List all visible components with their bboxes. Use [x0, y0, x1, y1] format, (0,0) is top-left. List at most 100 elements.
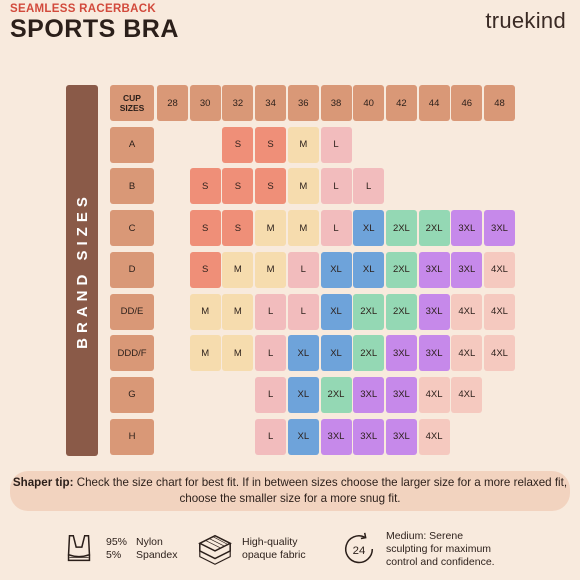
size-cell: XL	[320, 293, 352, 330]
cup-sizes-header: CUP SIZES	[110, 85, 154, 121]
size-cell: XL	[320, 335, 352, 372]
band-size-header: 38	[320, 85, 352, 121]
material-feature: 95% Nylon 5% Spandex	[60, 523, 177, 575]
band-size-header: 30	[189, 85, 221, 121]
nylon-percent: 95%	[106, 536, 128, 548]
support-line-1: Medium: Serene	[386, 529, 464, 542]
header: SEAMLESS RACERBACK SPORTS BRA	[10, 2, 179, 42]
size-cell: M	[222, 293, 254, 330]
size-cell: S	[255, 168, 287, 205]
size-cell: L	[255, 335, 287, 372]
product-title: SPORTS BRA	[10, 15, 179, 43]
band-size-header: 28	[157, 85, 188, 121]
size-cell: XL	[287, 376, 319, 413]
spandex-percent: 5%	[106, 549, 122, 561]
size-cell: S	[222, 126, 254, 163]
size-cell: L	[320, 168, 352, 205]
band-size-header: 36	[287, 85, 319, 121]
size-cell: L	[287, 251, 319, 288]
cup-size-label: G	[110, 376, 154, 413]
size-cell: 3XL	[451, 210, 483, 247]
cup-size-label: DD/E	[110, 293, 154, 330]
band-size-header: 42	[385, 85, 417, 121]
shaper-tip: Shaper tip: Check the size chart for bes…	[10, 471, 570, 511]
size-cell: 2XL	[385, 293, 417, 330]
size-cell: 2XL	[353, 293, 385, 330]
support-feature: 24 Medium: Serene sculpting for maximum …	[340, 523, 495, 575]
size-cell: L	[255, 376, 287, 413]
size-cell: M	[189, 293, 221, 330]
size-cell: M	[255, 251, 287, 288]
band-size-header: 32	[222, 85, 254, 121]
size-cell: 3XL	[418, 251, 450, 288]
band-size-header: 40	[353, 85, 385, 121]
cup-size-label: H	[110, 418, 154, 455]
size-cell: M	[189, 335, 221, 372]
size-cell: XL	[353, 210, 385, 247]
size-cell: 2XL	[353, 335, 385, 372]
size-cell: S	[189, 210, 221, 247]
brand-sizes-label-bar: BRAND SIZES	[66, 85, 98, 456]
size-cell: 2XL	[418, 210, 450, 247]
cup-size-label: A	[110, 126, 154, 163]
size-cell: S	[222, 168, 254, 205]
fabric-line-2: opaque fabric	[242, 549, 306, 561]
size-cell: XL	[320, 251, 352, 288]
size-cell: L	[320, 126, 352, 163]
size-cell: L	[255, 293, 287, 330]
cup-size-label: DDD/F	[110, 335, 154, 372]
band-size-header: 48	[484, 85, 515, 121]
material-spandex: 5% Spandex	[106, 549, 177, 562]
band-size-header: 34	[255, 85, 287, 121]
fabric-line-1: High-quality	[242, 536, 298, 548]
size-cell: L	[255, 418, 287, 455]
size-cell: 3XL	[320, 418, 352, 455]
size-cell: 4XL	[451, 376, 483, 413]
band-size-header: 46	[451, 85, 483, 121]
band-size-header: 44	[418, 85, 450, 121]
size-cell: 4XL	[451, 335, 483, 372]
size-cell: S	[255, 126, 287, 163]
tip-text: Check the size chart for best fit. If in…	[73, 476, 568, 505]
product-subtitle: SEAMLESS RACERBACK	[10, 3, 156, 15]
size-cell: 3XL	[418, 335, 450, 372]
cup-size-label: B	[110, 168, 154, 205]
size-cell: 4XL	[418, 376, 450, 413]
size-cell: M	[287, 168, 319, 205]
size-cell: XL	[287, 335, 319, 372]
size-cell: 4XL	[484, 251, 515, 288]
size-cell: M	[222, 251, 254, 288]
size-cell: M	[287, 126, 319, 163]
size-cell: 3XL	[484, 210, 515, 247]
size-cell: 3XL	[353, 376, 385, 413]
size-cell: 4XL	[418, 418, 450, 455]
24-hour-icon: 24	[344, 532, 374, 564]
size-cell: 3XL	[418, 293, 450, 330]
size-cell: L	[320, 210, 352, 247]
cup-size-label: D	[110, 251, 154, 288]
size-cell: 3XL	[385, 418, 417, 455]
spandex-name: Spandex	[136, 549, 178, 561]
support-line-3: control and confidence.	[386, 555, 495, 568]
size-cell: S	[189, 168, 221, 205]
size-cell: 2XL	[320, 376, 352, 413]
size-cell: M	[287, 210, 319, 247]
material-nylon: 95% Nylon	[106, 536, 177, 549]
sports-bra-icon	[67, 534, 91, 562]
size-cell: 4XL	[451, 293, 483, 330]
size-cell: L	[353, 168, 385, 205]
cup-size-label: C	[110, 210, 154, 247]
size-cell: 3XL	[385, 376, 417, 413]
fabric-feature: High-quality opaque fabric	[196, 523, 306, 575]
svg-text:24: 24	[353, 545, 366, 557]
size-cell: XL	[287, 418, 319, 455]
size-cell: M	[222, 335, 254, 372]
size-cell: S	[189, 251, 221, 288]
size-cell: M	[255, 210, 287, 247]
brand-logo: truekind	[485, 8, 566, 33]
support-line-2: sculpting for maximum	[386, 542, 492, 555]
size-cell: L	[287, 293, 319, 330]
nylon-name: Nylon	[136, 536, 163, 548]
fabric-layers-icon	[198, 534, 232, 565]
